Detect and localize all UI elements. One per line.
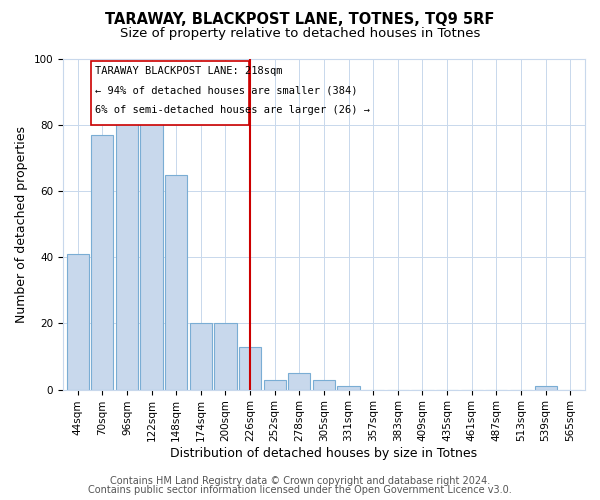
Bar [116, 112, 138, 390]
Bar [263, 380, 286, 390]
FancyBboxPatch shape [91, 60, 249, 125]
Text: TARAWAY BLACKPOST LANE: 218sqm: TARAWAY BLACKPOST LANE: 218sqm [95, 66, 283, 76]
Text: Contains HM Land Registry data © Crown copyright and database right 2024.: Contains HM Land Registry data © Crown c… [110, 476, 490, 486]
Text: ← 94% of detached houses are smaller (384): ← 94% of detached houses are smaller (38… [95, 86, 358, 96]
X-axis label: Distribution of detached houses by size in Totnes: Distribution of detached houses by size … [170, 447, 478, 460]
Text: 6% of semi-detached houses are larger (26) →: 6% of semi-detached houses are larger (2… [95, 106, 370, 116]
Bar [535, 386, 557, 390]
Bar [239, 346, 261, 390]
Bar [288, 373, 310, 390]
Bar [214, 324, 236, 390]
Bar [313, 380, 335, 390]
Text: Contains public sector information licensed under the Open Government Licence v3: Contains public sector information licen… [88, 485, 512, 495]
Bar [67, 254, 89, 390]
Text: TARAWAY, BLACKPOST LANE, TOTNES, TQ9 5RF: TARAWAY, BLACKPOST LANE, TOTNES, TQ9 5RF [106, 12, 494, 28]
Bar [190, 324, 212, 390]
Y-axis label: Number of detached properties: Number of detached properties [15, 126, 28, 323]
Text: Size of property relative to detached houses in Totnes: Size of property relative to detached ho… [120, 28, 480, 40]
Bar [165, 174, 187, 390]
Bar [140, 115, 163, 390]
Bar [337, 386, 359, 390]
Bar [91, 135, 113, 390]
